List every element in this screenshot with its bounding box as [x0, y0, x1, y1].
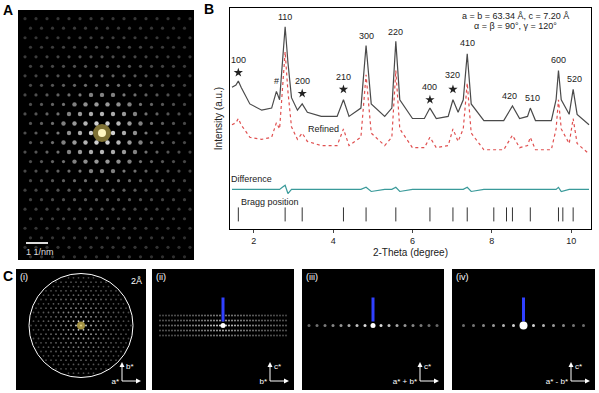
svg-text:6: 6 [410, 236, 415, 246]
svg-text:8: 8 [489, 236, 494, 246]
svg-text:110: 110 [278, 12, 292, 22]
svg-text:Refined: Refined [308, 124, 339, 134]
svg-text:a* - b*: a* - b* [546, 377, 568, 386]
svg-text:600: 600 [551, 55, 566, 65]
svg-text:10: 10 [566, 236, 576, 246]
svg-text:200: 200 [295, 76, 310, 86]
svg-text:(iv): (iv) [456, 272, 469, 282]
svg-text:(iii): (iii) [306, 272, 318, 282]
html-text:B: B [204, 1, 215, 17]
svg-text:C: C [3, 268, 13, 284]
svg-text:100: 100 [231, 55, 246, 65]
svg-text:c*: c* [424, 362, 431, 371]
svg-text:220: 220 [388, 27, 403, 37]
svg-text:α = β = 90°, γ = 120°: α = β = 90°, γ = 120° [474, 21, 557, 31]
svg-text:c*: c* [575, 362, 582, 371]
svg-text:1 1/nm: 1 1/nm [26, 247, 54, 257]
svg-text:320: 320 [445, 70, 460, 80]
svg-text:Intensity (a.u.): Intensity (a.u.) [213, 87, 224, 150]
svg-text:(i): (i) [20, 272, 28, 282]
svg-text:(ii): (ii) [156, 272, 166, 282]
svg-text:410: 410 [460, 38, 475, 48]
svg-text:300: 300 [359, 31, 374, 41]
svg-text:Bragg position: Bragg position [241, 197, 299, 207]
svg-text:2Å: 2Å [131, 276, 142, 286]
svg-text:A: A [3, 2, 13, 18]
svg-text:400: 400 [422, 82, 437, 92]
svg-text:2-Theta (degree): 2-Theta (degree) [373, 247, 448, 258]
svg-text:420: 420 [502, 91, 517, 101]
svg-text:a = b = 63.34 Å, c = 7.20 Å: a = b = 63.34 Å, c = 7.20 Å [462, 11, 569, 21]
svg-text:b*: b* [126, 362, 134, 371]
svg-text:b*: b* [259, 377, 267, 386]
svg-text:c*: c* [274, 362, 281, 371]
svg-text:2: 2 [251, 236, 256, 246]
svg-text:520: 520 [567, 74, 582, 84]
svg-text:510: 510 [525, 93, 540, 103]
svg-text:#: # [274, 76, 279, 86]
svg-text:4: 4 [331, 236, 336, 246]
svg-text:210: 210 [336, 72, 351, 82]
svg-text:Difference: Difference [231, 174, 272, 184]
svg-text:a* + b*: a* + b* [393, 377, 417, 386]
svg-text:a*: a* [111, 377, 119, 386]
